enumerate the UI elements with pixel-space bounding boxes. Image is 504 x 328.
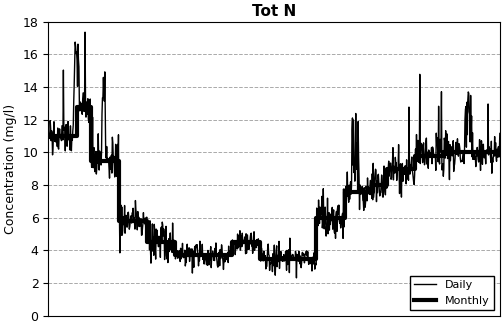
Title: Tot N: Tot N (252, 4, 296, 19)
Y-axis label: Concentration (mg/l): Concentration (mg/l) (4, 104, 17, 234)
Legend: Daily, Monthly: Daily, Monthly (410, 276, 494, 310)
